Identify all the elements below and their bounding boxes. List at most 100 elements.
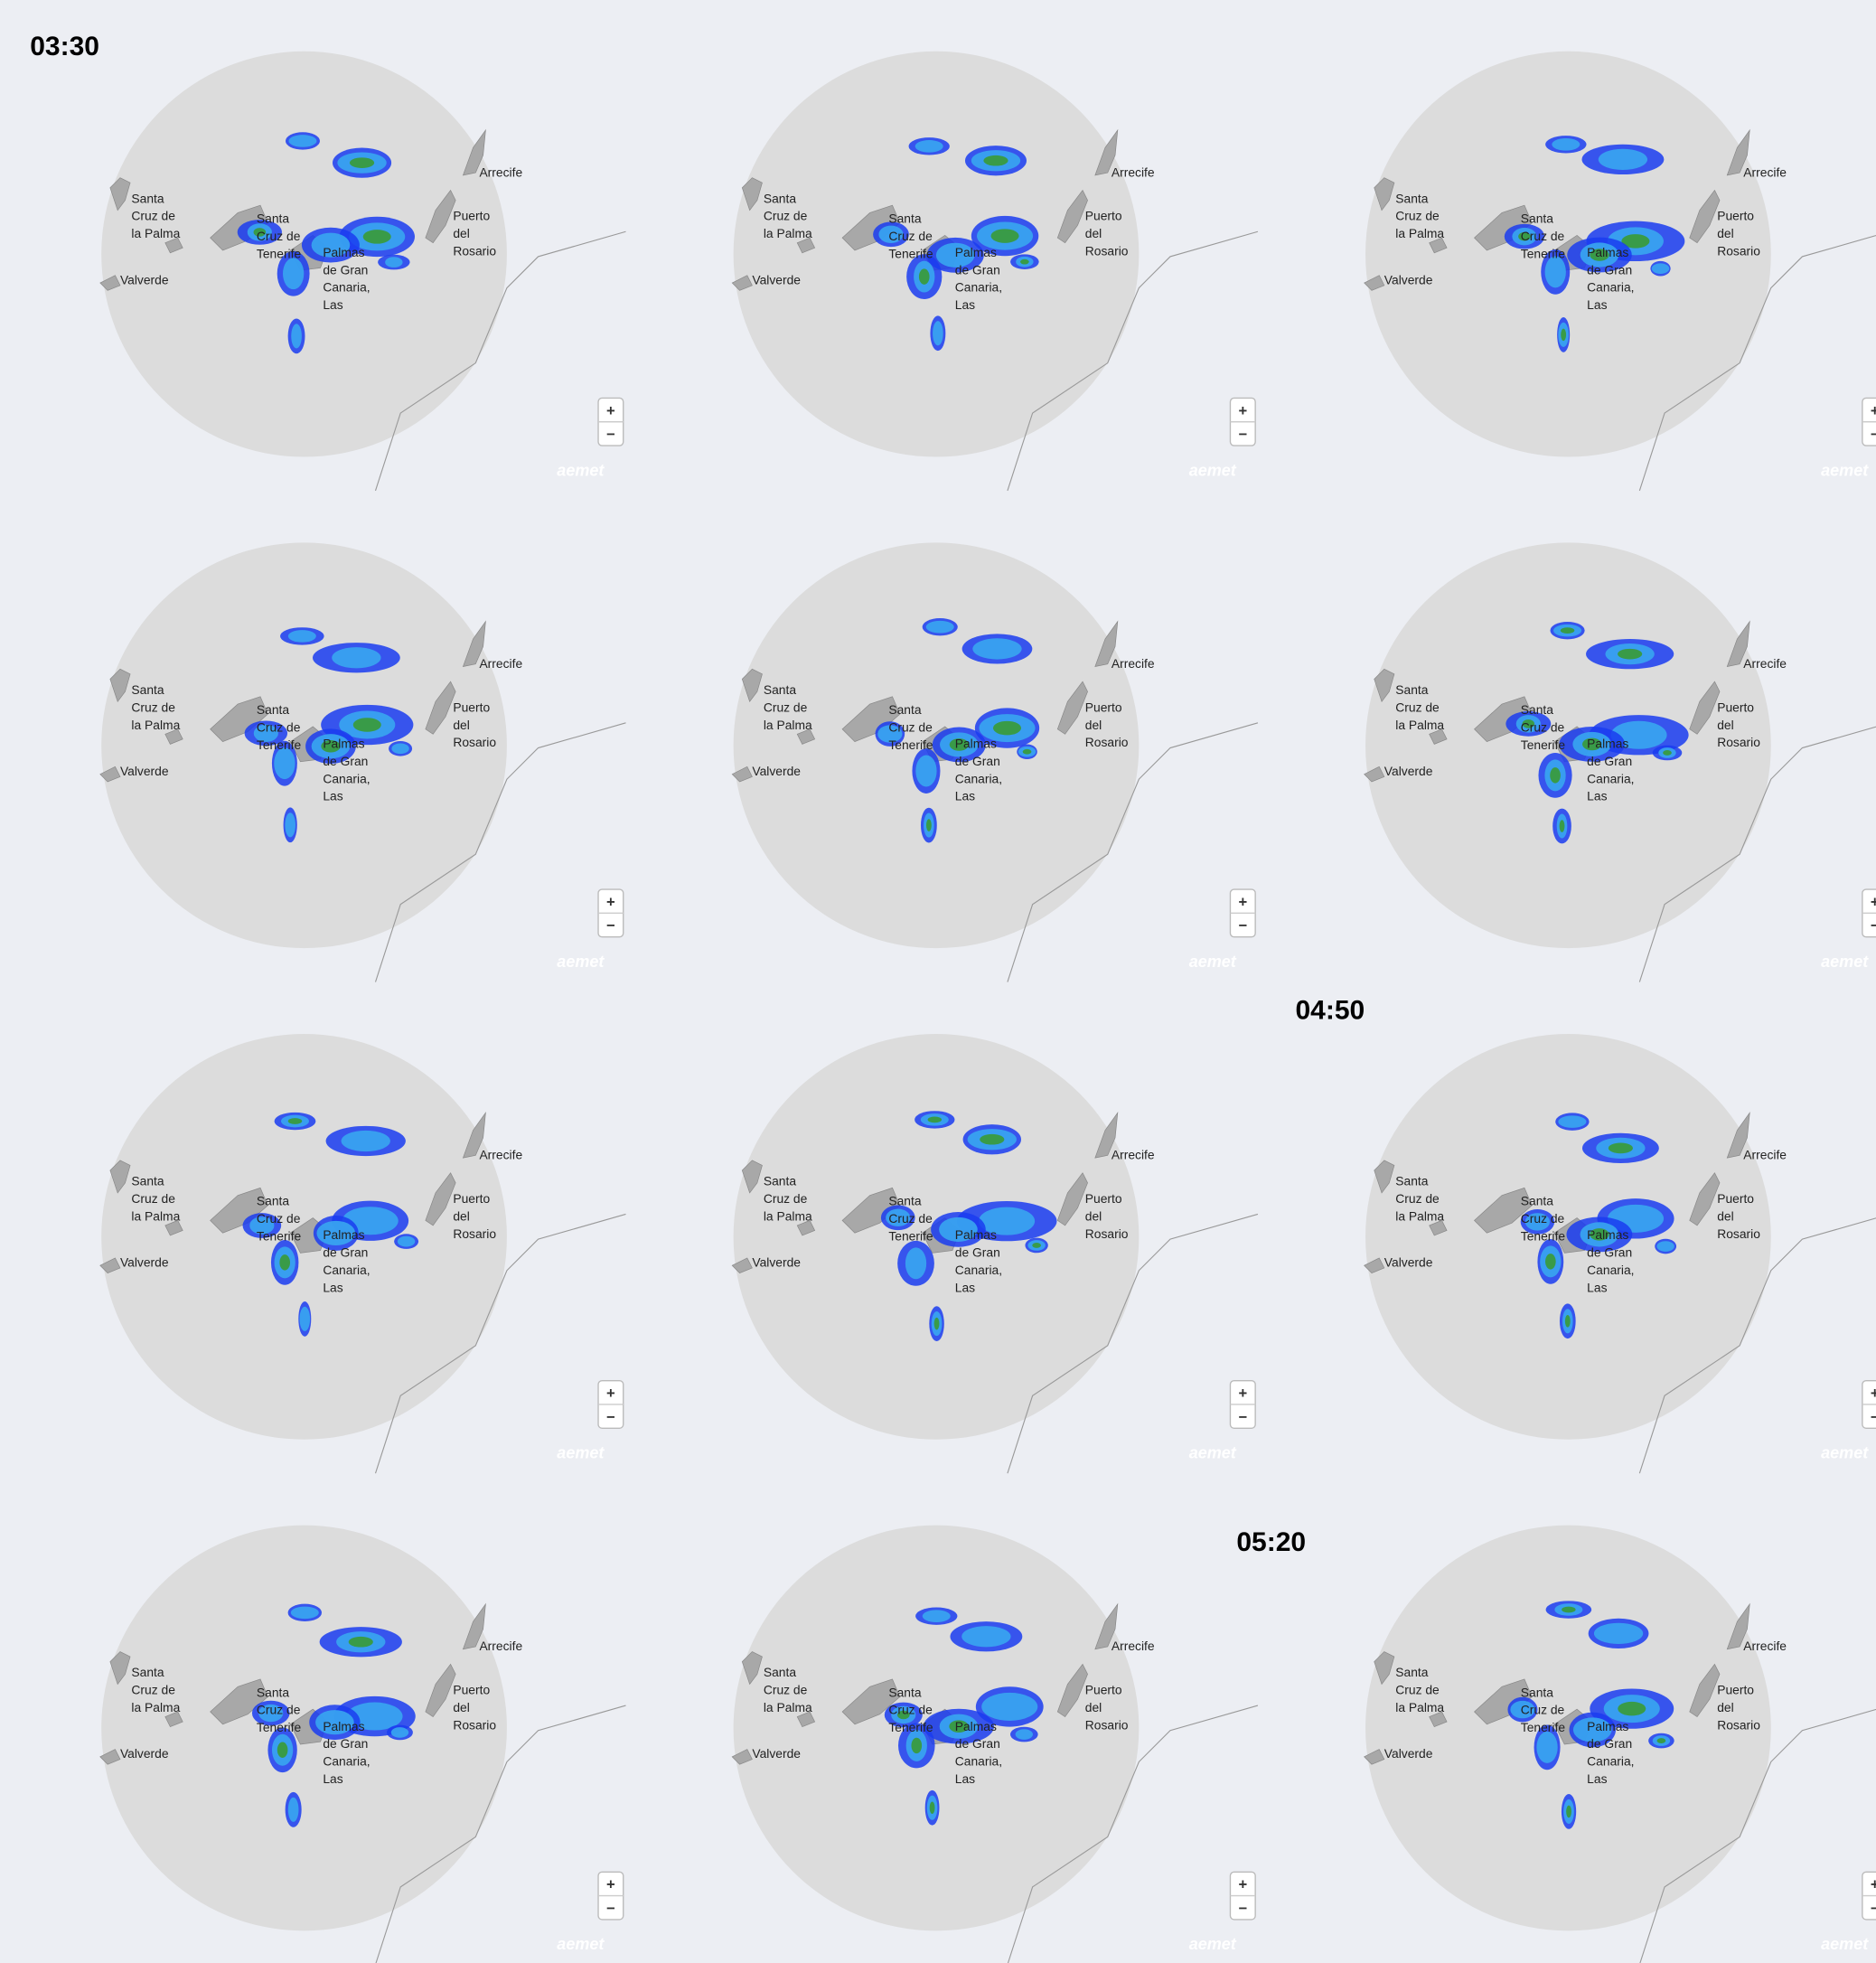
island [99,275,121,291]
zoom-in[interactable]: + [1871,1385,1876,1402]
map-label: Puerto [1717,1191,1754,1206]
map-label: Canaria, [955,771,1002,785]
island [741,668,763,703]
radar-echo [277,1742,288,1758]
zoom-in[interactable]: + [1871,402,1876,419]
coastline [1638,1217,1876,1474]
island [1374,1160,1395,1194]
island [462,620,486,667]
radar-panel: Arrecife Puerto del Rosario Santa Cruz de la P… [731,51,1259,492]
zoom-in[interactable]: + [606,1385,615,1402]
zoom-in[interactable]: + [1238,1385,1247,1402]
map-label: de Gran [955,754,1000,768]
radar-echo [1590,249,1609,261]
map-label: Cruz de [131,209,175,223]
zoom-out[interactable]: − [1238,1900,1247,1917]
zoom-out[interactable]: − [606,917,615,935]
radar-echo [1022,748,1032,755]
radar-panel: Arrecife Puerto del Rosario Santa Cruz de la P… [1364,1525,1876,1963]
radar-echo [990,229,1019,243]
map-label: Puerto [1085,209,1122,223]
zoom-in[interactable]: + [1238,893,1247,910]
zoom-in[interactable]: + [606,1876,615,1893]
radar-echo [1651,263,1670,274]
zoom-in[interactable]: + [606,893,615,910]
map-label: de Gran [323,754,368,768]
island [1429,728,1448,745]
map-label: Santa [1395,1665,1428,1679]
map-label: Cruz de [888,720,933,735]
radar-echo [1510,1700,1535,1719]
map-label: Cruz de [1395,700,1440,714]
island [164,728,183,745]
radar-echo [1562,1606,1576,1613]
zoom-in[interactable]: + [1238,1876,1247,1893]
map-label: la Palma [1395,1208,1444,1223]
zoom-out[interactable]: − [1871,1900,1876,1917]
radar-echo [1032,1243,1041,1248]
zoom-in[interactable]: + [1871,1876,1876,1893]
zoom-out[interactable]: − [1871,1408,1876,1425]
map-label: Palmas [1587,245,1628,259]
zoom-in[interactable]: + [1238,402,1247,419]
map-label: del [453,718,469,732]
radar-echo [1608,1142,1633,1154]
map-label: Arrecife [479,164,522,179]
map-label: Tenerife [888,246,933,260]
zoom-out[interactable]: − [606,426,615,443]
island [1689,681,1721,735]
zoom-in[interactable]: + [1871,893,1876,910]
map-label: Santa [764,1665,796,1679]
radar-echo [1020,258,1029,265]
map-label: Cruz de [1521,720,1565,735]
map-label: la Palma [764,718,812,732]
map-label: Rosario [453,735,496,749]
map-label: Santa [1395,682,1428,697]
radar-echo [299,1306,311,1331]
map-label: Cruz de [257,1211,301,1226]
map-label: de Gran [323,1736,368,1751]
radar-echo [1015,1729,1033,1740]
zoom-out[interactable]: − [1238,1408,1247,1425]
map-label: Valverde [1384,1746,1433,1761]
radar-panel: Arrecife Puerto del Rosario Santa Cruz de la P… [99,1525,626,1963]
zoom-out[interactable]: − [606,1900,615,1917]
map-label: Tenerife [1521,1229,1566,1244]
zoom-out[interactable]: − [1238,426,1247,443]
zoom-out[interactable]: − [1871,426,1876,443]
radar-panel: Arrecife Puerto del Rosario Santa Cruz de la P… [99,51,626,492]
radar-echo [321,739,341,753]
zoom-out[interactable]: − [1238,917,1247,935]
map-label: Santa [888,702,921,717]
radar-echo [287,630,316,643]
radar-echo [915,140,943,153]
radar-echo [1566,1805,1571,1818]
zoom-out[interactable]: − [606,1408,615,1425]
radar-echo [1610,720,1667,749]
island [1056,681,1088,735]
island [1474,1678,1533,1725]
map-label: Puerto [453,209,490,223]
radar-echo [341,1130,390,1152]
radar-echo [886,1208,911,1227]
map-label: Las [1587,1280,1607,1294]
radar-echo [287,1797,299,1822]
radar-echo [918,268,930,285]
map-label: Cruz de [888,229,933,243]
map-label: Canaria, [323,771,370,785]
radar-echo [332,647,381,669]
zoom-out[interactable]: − [1871,917,1876,935]
map-label: Santa [131,191,164,205]
map-label: Valverde [752,1746,801,1761]
map-label: Arrecife [479,1148,522,1162]
radar-panel: Arrecife Puerto del Rosario Santa Cruz de la P… [99,1034,626,1474]
island [1726,1602,1750,1650]
radar-panel: Arrecife Puerto del Rosario Santa Cruz de la P… [1364,1034,1876,1474]
map-label: Canaria, [1587,1263,1634,1277]
map-label: Palmas [323,1227,364,1242]
map-label: Valverde [120,272,169,286]
radar-echo [285,812,295,838]
map-label: Santa [764,682,796,697]
zoom-in[interactable]: + [606,402,615,419]
map-label: Canaria, [323,280,370,295]
